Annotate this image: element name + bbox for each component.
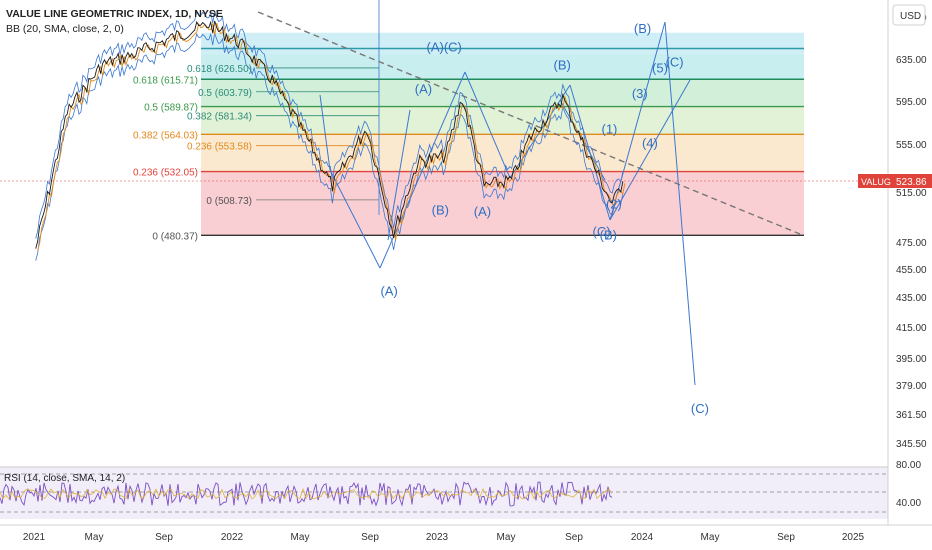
wave-label-3: (3) — [632, 86, 648, 101]
time-tick-3: 2022 — [221, 532, 244, 543]
fib-label-1: 0.618 (615.71) — [133, 75, 198, 86]
fib-label-9: 0 (480.37) — [152, 231, 198, 242]
time-tick-10: May — [701, 532, 720, 543]
wave-label-5: (1) — [601, 121, 617, 136]
bb-band — [35, 10, 624, 239]
price-tick-6: 455.00 — [896, 265, 927, 276]
wave-line-0 — [329, 169, 381, 269]
wave-label-6: (2) — [606, 196, 622, 211]
time-tick-6: 2023 — [426, 532, 449, 543]
wave-label-15: (C) — [691, 401, 709, 416]
bb-band-lower — [35, 32, 624, 261]
wave-label-1: (C) — [666, 54, 684, 69]
price-tick-12: 345.50 — [896, 439, 927, 450]
currency-label: USD — [900, 11, 921, 22]
wave-line-6 — [664, 21, 696, 386]
chart-title: VALUE LINE GEOMETRIC INDEX, 1D, NYSE — [6, 8, 223, 20]
time-tick-12: 2025 — [842, 532, 865, 543]
price-tick-9: 395.00 — [896, 354, 927, 365]
time-tick-7: May — [497, 532, 516, 543]
rsi-ma-line — [0, 487, 613, 500]
fib-label-0: 0.618 (626.50) — [187, 64, 252, 75]
time-tick-4: May — [291, 532, 310, 543]
price-tick-5: 475.00 — [896, 238, 927, 249]
fib-zone-2 — [201, 53, 804, 80]
wave-label-8: (B) — [600, 228, 617, 243]
wave-line-8 — [319, 94, 331, 171]
fib-label-5: 0.382 (564.03) — [133, 130, 198, 141]
fib-zone-3 — [201, 79, 804, 107]
wave-label-12: (B) — [432, 203, 449, 218]
wave-label-7: (C) — [593, 224, 611, 239]
fib-zones — [201, 32, 804, 236]
price-tick-7: 435.00 — [896, 293, 927, 304]
current-price-badge-symbol — [858, 174, 892, 188]
fib-label-3: 0.5 (589.87) — [144, 103, 198, 114]
price-tick-8: 415.00 — [896, 323, 927, 334]
rsi-pane — [0, 466, 888, 519]
price-tick-3: 555.00 — [896, 140, 927, 151]
rsi-tick-1: 40.00 — [896, 498, 921, 509]
rsi-line — [0, 481, 613, 507]
rsi-axis: 80.00 40.00 — [896, 460, 921, 509]
time-axis: 2021 May Sep 2022 May Sep 2023 May Sep 2024 May Sep… — [23, 532, 865, 543]
fib-zone-5 — [201, 134, 804, 172]
price-tick-11: 361.50 — [896, 410, 927, 421]
wave-line-2 — [464, 71, 511, 179]
fib-label-2: 0.5 (603.79) — [198, 88, 252, 99]
currency-box — [892, 4, 926, 26]
price-series — [35, 10, 626, 261]
price-tick-2: 595.00 — [896, 97, 927, 108]
current-price-value: 523.86 — [896, 177, 927, 188]
fib-zone-4 — [201, 106, 804, 135]
wave-label-14: (A) — [380, 284, 397, 299]
fib-label-4: 0.382 (581.34) — [187, 112, 252, 123]
wave-label-13: (A) — [474, 204, 491, 219]
rsi-label: RSI (14, close, SMA, 14, 2) — [4, 473, 125, 484]
wave-label-4: (4) — [642, 136, 658, 151]
fib-zone-1 — [201, 32, 804, 54]
price-line — [35, 20, 624, 249]
time-tick-2: Sep — [155, 532, 173, 543]
fib-lines — [201, 0, 804, 236]
time-tick-11: Sep — [777, 532, 795, 543]
wave-label-9: (A)(C) — [427, 40, 462, 55]
time-tick-5: Sep — [361, 532, 379, 543]
wave-label-0: (B) — [634, 21, 651, 36]
time-tick-9: 2024 — [631, 532, 654, 543]
price-tick-1: 635.00 — [896, 55, 927, 66]
current-price-symbol: VALUG — [861, 177, 891, 187]
fib-zone-6 — [201, 171, 804, 236]
rsi-tick-0: 80.00 — [896, 460, 921, 471]
price-tick-10: 379.00 — [896, 381, 927, 392]
indicator-label: BB (20, SMA, close, 2, 0) — [6, 23, 124, 35]
wave-line-7 — [609, 79, 691, 221]
time-tick-8: Sep — [565, 532, 583, 543]
dashed-trendline — [257, 11, 801, 235]
fib-label-7: 0.236 (532.05) — [133, 168, 198, 179]
wave-label-10: (B) — [554, 58, 571, 73]
wave-label-2: (5) — [652, 61, 668, 76]
wave-line-5 — [609, 21, 666, 221]
wave-label-11: (A) — [415, 82, 432, 97]
fib-label-8: 0 (508.73) — [206, 196, 252, 207]
time-tick-1: May — [85, 532, 104, 543]
wave-labels: (B)(C)(5)(3)(4)(1)(2)(C)(B)(A)(C)(B)(A)(… — [380, 21, 708, 416]
time-tick-0: 2021 — [23, 532, 46, 543]
fib-labels: 0.618 (626.50)0.618 (615.71)0.5 (603.79)… — [133, 64, 252, 242]
fib-label-6: 0.236 (553.58) — [187, 142, 252, 153]
price-tick-4: 515.00 — [896, 188, 927, 199]
current-price-badge — [892, 174, 932, 188]
